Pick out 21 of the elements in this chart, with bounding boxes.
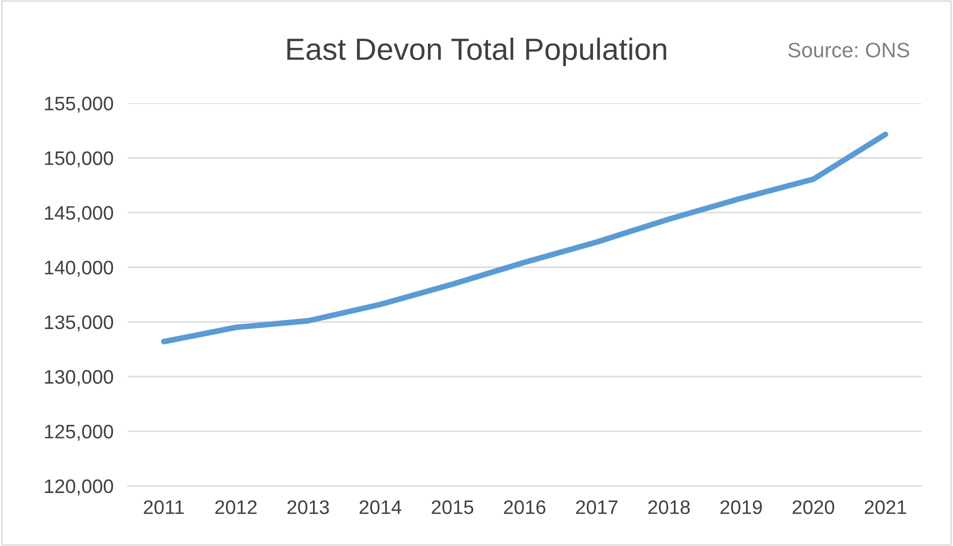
source-note: Source: ONS xyxy=(788,42,910,58)
y-tick-label: 140,000 xyxy=(45,260,114,277)
x-tick-label: 2018 xyxy=(648,500,690,514)
y-tick-label: 125,000 xyxy=(45,424,114,441)
y-tick-label: 155,000 xyxy=(45,96,114,113)
x-tick-label: 2019 xyxy=(720,500,762,514)
y-tick-label: 150,000 xyxy=(45,151,114,168)
x-tick-label: 2013 xyxy=(287,500,329,514)
x-tick-label: 2020 xyxy=(792,500,834,514)
y-tick-label: 145,000 xyxy=(45,206,114,222)
y-tick-label: 135,000 xyxy=(45,315,114,332)
x-tick-label: 2016 xyxy=(504,500,546,514)
x-tick-label: 2015 xyxy=(432,500,474,514)
x-tick-label: 2014 xyxy=(360,500,402,514)
x-tick-label: 2017 xyxy=(576,500,618,514)
y-tick-label: 130,000 xyxy=(45,370,114,386)
x-tick-label: 2012 xyxy=(215,500,257,514)
chart-title: East Devon Total Population xyxy=(287,38,666,66)
y-tick-label: 120,000 xyxy=(45,479,114,496)
x-tick-label: 2021 xyxy=(864,500,906,514)
x-tick-label: 2011 xyxy=(144,500,184,514)
